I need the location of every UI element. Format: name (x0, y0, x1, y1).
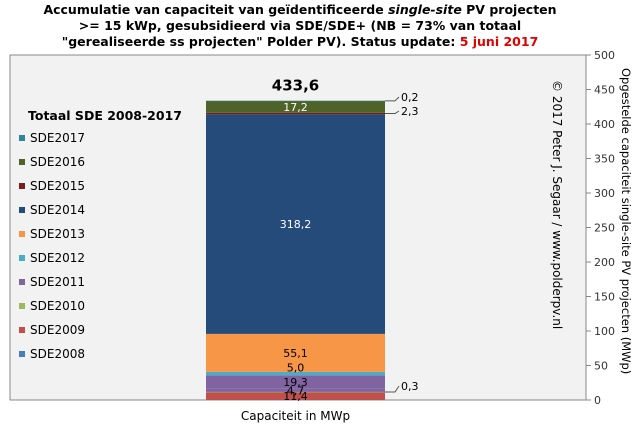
y-tick-label: 150 (594, 291, 615, 304)
data-label-sde2016: 17,2 (283, 101, 308, 114)
data-label-sde2011-a: 4,7 (287, 384, 305, 397)
y-tick-label: 100 (594, 325, 615, 338)
legend-label-sde2015: SDE2015 (30, 179, 85, 193)
y-tick-label: 450 (594, 84, 615, 97)
y-tick-label: 250 (594, 222, 615, 235)
data-label-sde2017-leader (385, 96, 400, 102)
data-label-sde2009: 11,4 (283, 390, 308, 403)
y-tick-label: 50 (594, 360, 608, 373)
y-tick-label: 300 (594, 187, 615, 200)
data-label-sde2015: 2,3 (401, 105, 419, 118)
legend-label-sde2011: SDE2011 (30, 275, 85, 289)
y-tick-label: 200 (594, 256, 615, 269)
copyright-text: © 2017 Peter J. Segaar / www.polderpv.nl (550, 80, 564, 329)
legend-swatch-sde2016 (19, 159, 25, 165)
bar-segment-sde2009 (206, 392, 385, 400)
y-tick-label: 0 (594, 394, 601, 407)
y-axis-label: Opgestelde capaciteit single-site PV pro… (619, 68, 633, 374)
y-tick-label: 350 (594, 153, 615, 166)
y-tick-label: 400 (594, 118, 615, 131)
data-label-sde2011-b: 19,3 (283, 376, 308, 389)
data-label-sde2010-leader (385, 385, 400, 393)
legend-swatch-sde2015 (19, 183, 25, 189)
bar-segment-sde2010 (206, 391, 385, 393)
data-label-sde2017: 0,2 (401, 91, 419, 104)
legend-swatch-sde2008 (19, 351, 25, 357)
legend-label-sde2013: SDE2013 (30, 227, 85, 241)
legend-swatch-sde2014 (19, 207, 25, 213)
bar-segment-sde2015 (206, 112, 385, 115)
data-label-sde2015-leader (385, 110, 400, 115)
y-tick-label: 500 (594, 49, 615, 62)
bar-segment-sde2016 (206, 100, 385, 113)
legend-swatch-sde2009 (19, 327, 25, 333)
legend-label-sde2012: SDE2012 (30, 251, 85, 265)
legend-title: Totaal SDE 2008-2017 (28, 108, 182, 123)
legend-label-sde2014: SDE2014 (30, 203, 85, 217)
bar-segment-sde2011b (206, 375, 385, 389)
data-label-sde2013: 55,1 (283, 347, 308, 360)
legend-label-sde2008: SDE2008 (30, 347, 85, 361)
x-axis-label: Capaciteit in MWp (241, 409, 350, 423)
total-label: 433,6 (272, 77, 319, 95)
bar-segment-sde2013 (206, 333, 385, 372)
legend-label-sde2017: SDE2017 (30, 131, 85, 145)
legend-swatch-sde2010 (19, 303, 25, 309)
bar-segment-sde2017 (206, 100, 385, 102)
legend-swatch-sde2012 (19, 255, 25, 261)
legend-swatch-sde2017 (19, 135, 25, 141)
chart-title: Accumulatie van capaciteit van geïdentif… (43, 2, 557, 49)
data-label-sde2010: 0,3 (401, 380, 419, 393)
legend-label-sde2010: SDE2010 (30, 299, 85, 313)
legend-swatch-sde2011 (19, 279, 25, 285)
legend-label-sde2009: SDE2009 (30, 323, 85, 337)
bar-segment-sde2012 (206, 371, 385, 376)
data-label-sde2014: 318,2 (280, 218, 312, 231)
legend-swatch-sde2013 (19, 231, 25, 237)
bar-segment-sde2014 (206, 114, 385, 334)
data-label-sde2012: 5,0 (287, 362, 305, 375)
bar-segment-sde2011 (206, 388, 385, 392)
legend-label-sde2016: SDE2016 (30, 155, 85, 169)
